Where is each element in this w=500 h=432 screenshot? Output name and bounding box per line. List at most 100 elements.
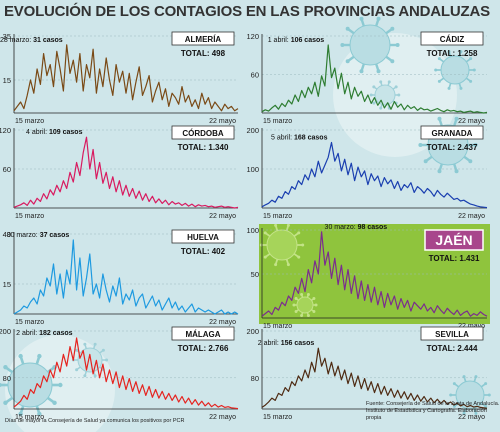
virus-spike-tip: [437, 116, 442, 121]
province-total: TOTAL: 402: [181, 247, 226, 256]
page-title: EVOLUCIÓN DE LOS CONTAGIOS EN LAS PROVIN…: [4, 3, 490, 20]
virus-spike-tip: [452, 382, 456, 386]
virus-spike-tip: [75, 368, 79, 372]
virus-spike-tip: [274, 263, 278, 267]
virus-spike-tip: [468, 159, 473, 164]
virus-spike-tip: [472, 68, 476, 72]
virus-spike-tip: [83, 342, 87, 346]
y-tick-label: 40: [3, 230, 11, 239]
peak-annotation: 4 abril: 109 casos: [26, 129, 83, 136]
peak-date: 5 abril:: [271, 134, 294, 141]
peak-date: 30 marzo:: [7, 232, 40, 239]
virus-spike-tip: [395, 43, 400, 47]
virus-spike-tip: [473, 143, 478, 147]
virus-spike-tip: [434, 68, 438, 72]
virus-spike-tip: [437, 79, 441, 83]
virus-spike-tip: [93, 374, 97, 378]
province-name-box: [171, 326, 235, 341]
source-line: Instituto de Estadística y Cartografía. …: [366, 408, 487, 421]
virus-spike-tip: [437, 169, 442, 174]
virus-body: [266, 229, 298, 261]
virus-spike-tip: [487, 393, 491, 397]
province-total: TOTAL: 1.340: [178, 143, 229, 152]
virus-spike-tip: [449, 393, 453, 397]
virus-spike-tip: [474, 411, 478, 415]
virus-spike-tip: [359, 16, 364, 21]
virus-spike-tip: [300, 293, 304, 297]
virus-spike-tip: [263, 231, 267, 235]
virus-spike-tip: [447, 50, 451, 54]
virus-spike-tip: [286, 263, 290, 267]
y-tick-label: 60: [3, 165, 11, 174]
x-tick-label: 22 mayo: [209, 414, 236, 421]
virus-spike-tip: [462, 375, 466, 379]
province-name: CÓRDOBA: [182, 129, 224, 138]
virus-spike-tip: [469, 79, 473, 83]
source-note: Fuente: Consejería de Salud de la Junta …: [366, 401, 500, 422]
virus-body: [349, 24, 391, 66]
virus-spike-tip: [0, 382, 2, 388]
virus-spike-tip: [345, 59, 350, 64]
virus-spike-tip: [423, 159, 428, 164]
virus-spike-tip: [263, 255, 267, 259]
virus-spike-tip: [297, 231, 301, 235]
virus-spike-tip: [101, 348, 105, 352]
virus-spike-tip: [340, 43, 345, 47]
province-name: JAÉN: [435, 232, 472, 248]
virus-spike-tip: [294, 309, 298, 313]
virus-spike-tip: [379, 80, 383, 84]
virus-spike-tip: [18, 353, 23, 359]
virus-spike-tip: [376, 69, 381, 74]
virus-spike-tip: [459, 86, 463, 90]
province-name-box: [420, 31, 484, 46]
province-name: CÁDIZ: [440, 35, 465, 44]
virus-spike-tip: [297, 255, 301, 259]
virus-spike-tip: [83, 374, 87, 378]
x-tick-label: 22 mayo: [209, 319, 236, 326]
virus-spike-tip: [301, 243, 305, 247]
peak-date: 2 abril:: [258, 340, 281, 347]
series-line-cádiz: [261, 44, 488, 114]
peak-annotation: 2 abril: 182 casos: [16, 330, 73, 337]
virus-spike-tip: [286, 223, 290, 227]
peak-value: 156 casos: [281, 340, 315, 347]
x-tick-label: 22 mayo: [458, 414, 485, 421]
x-tick-label: 22 mayo: [458, 323, 485, 330]
virus-spike-tip: [58, 382, 63, 388]
peak-value: 31 casos: [33, 37, 63, 44]
virus-spike-tip: [379, 106, 383, 110]
series-line-jaén: [261, 231, 488, 317]
x-tick-label: 15 marzo: [15, 118, 44, 125]
series-line-almería: [13, 44, 239, 112]
virus-icon: [449, 375, 491, 415]
virus-spike-tip: [369, 93, 373, 97]
peak-value: 37 casos: [40, 232, 70, 239]
peak-annotation: 1 abril: 106 casos: [268, 37, 325, 44]
peak-annotation: 30 marzo: 37 casos: [7, 232, 70, 239]
province-name-box: [420, 326, 484, 341]
province-total: TOTAL: 1.431: [429, 254, 480, 263]
source-line: Fuente: Consejería de Salud de la Junta …: [366, 401, 500, 407]
virus-spike-tip: [306, 293, 310, 297]
series-line-córdoba: [13, 136, 239, 209]
province-total: TOTAL: 2.437: [427, 143, 478, 152]
virus-spike-tip: [376, 16, 381, 21]
virus-spike-tip: [418, 143, 423, 147]
virus-icon: [259, 223, 305, 267]
virus-spike-tip: [18, 411, 23, 417]
peak-annotation: 30 marzo: 98 casos: [325, 224, 388, 231]
virus-spike-tip: [312, 297, 316, 301]
virus-spike-tip: [459, 50, 463, 54]
virus-spike-tip: [314, 303, 318, 307]
province-name-box: [171, 125, 235, 140]
x-tick-label: 22 mayo: [458, 213, 485, 220]
peak-annotation: 2 abril: 156 casos: [258, 340, 315, 347]
virus-icon: [369, 80, 401, 110]
virus-spike-tip: [75, 348, 79, 352]
peak-date: 2 abril:: [16, 330, 39, 337]
virus-spike-tip: [3, 364, 8, 370]
virus-spike-tip: [3, 400, 8, 406]
x-tick-label: 22 mayo: [209, 118, 236, 125]
virus-spike-tip: [345, 26, 350, 31]
